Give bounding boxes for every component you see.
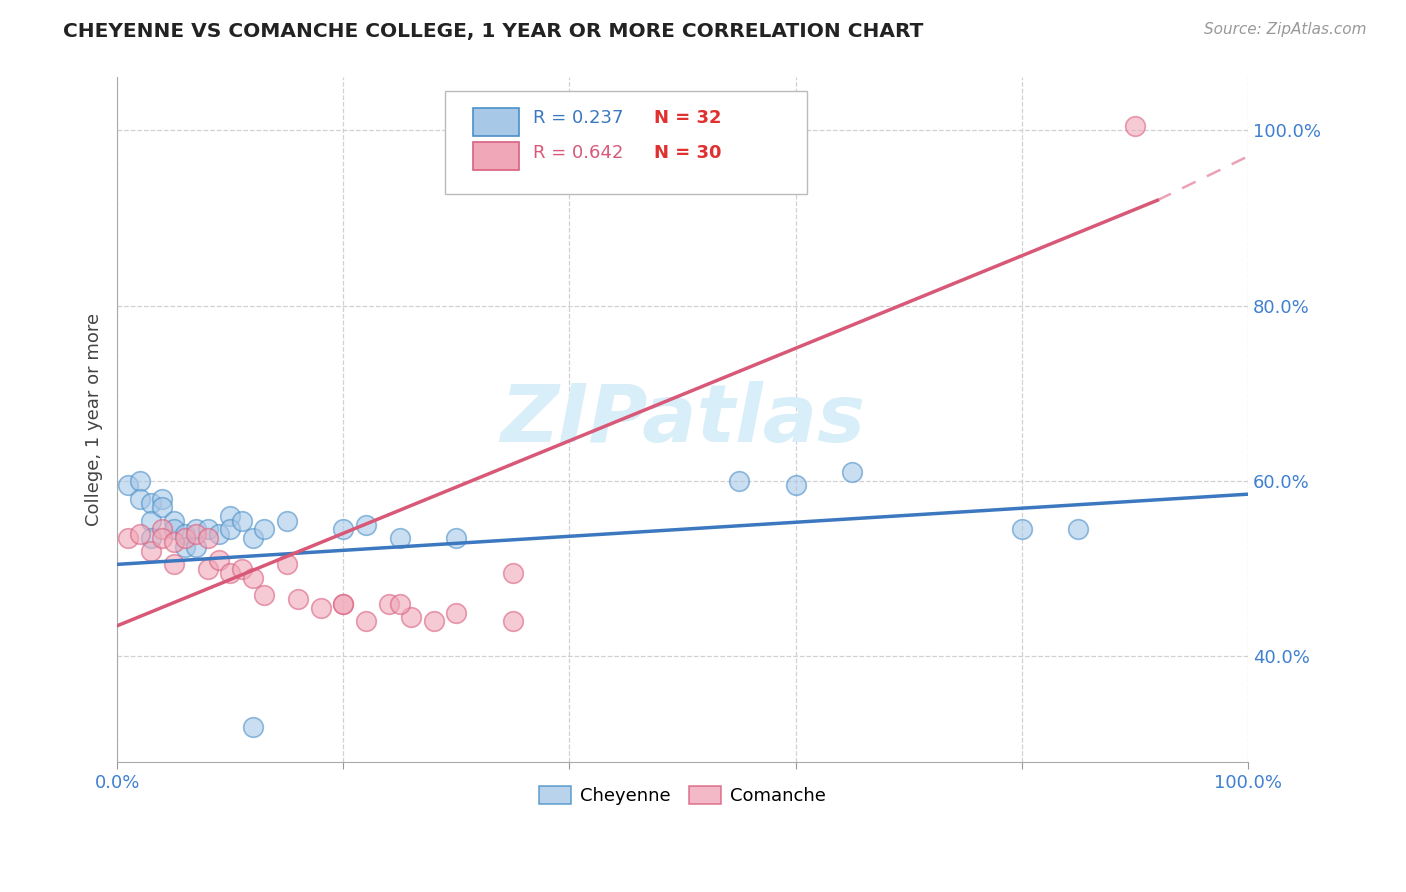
- Point: [152, 522, 174, 536]
- Point: [163, 522, 186, 536]
- Point: [174, 526, 197, 541]
- Point: [174, 540, 197, 554]
- Point: [152, 491, 174, 506]
- Point: [785, 478, 807, 492]
- Point: [128, 526, 150, 541]
- Text: CHEYENNE VS COMANCHE COLLEGE, 1 YEAR OR MORE CORRELATION CHART: CHEYENNE VS COMANCHE COLLEGE, 1 YEAR OR …: [63, 22, 924, 41]
- Point: [208, 526, 231, 541]
- Point: [163, 514, 186, 528]
- Point: [197, 562, 219, 576]
- Point: [728, 474, 751, 488]
- Point: [197, 522, 219, 536]
- Point: [219, 509, 242, 524]
- Point: [253, 588, 276, 602]
- Point: [139, 496, 162, 510]
- Point: [242, 531, 264, 545]
- Point: [139, 514, 162, 528]
- Point: [332, 597, 354, 611]
- Point: [1067, 522, 1090, 536]
- Point: [287, 592, 309, 607]
- Point: [276, 558, 298, 572]
- Point: [117, 478, 139, 492]
- Point: [446, 531, 468, 545]
- Point: [399, 610, 422, 624]
- Point: [117, 531, 139, 545]
- Text: R = 0.237: R = 0.237: [533, 110, 624, 128]
- Point: [1123, 119, 1146, 133]
- Point: [388, 531, 411, 545]
- Point: [208, 553, 231, 567]
- Point: [197, 531, 219, 545]
- Point: [841, 465, 863, 479]
- Point: [354, 517, 377, 532]
- Point: [423, 615, 446, 629]
- Point: [163, 558, 186, 572]
- Point: [242, 720, 264, 734]
- Point: [139, 531, 162, 545]
- FancyBboxPatch shape: [446, 91, 807, 194]
- Point: [152, 531, 174, 545]
- FancyBboxPatch shape: [474, 143, 519, 169]
- Text: R = 0.642: R = 0.642: [533, 144, 624, 161]
- Point: [186, 522, 208, 536]
- Point: [1011, 522, 1033, 536]
- Point: [354, 615, 377, 629]
- Point: [219, 522, 242, 536]
- Point: [128, 474, 150, 488]
- FancyBboxPatch shape: [474, 108, 519, 136]
- Text: N = 30: N = 30: [654, 144, 721, 161]
- Point: [128, 491, 150, 506]
- Point: [139, 544, 162, 558]
- Y-axis label: College, 1 year or more: College, 1 year or more: [86, 313, 103, 526]
- Point: [152, 500, 174, 515]
- Point: [446, 606, 468, 620]
- Point: [502, 615, 524, 629]
- Point: [309, 601, 332, 615]
- Point: [502, 566, 524, 581]
- Point: [388, 597, 411, 611]
- Point: [174, 531, 197, 545]
- Text: Source: ZipAtlas.com: Source: ZipAtlas.com: [1204, 22, 1367, 37]
- Point: [242, 570, 264, 584]
- Point: [231, 562, 253, 576]
- Point: [186, 540, 208, 554]
- Point: [332, 597, 354, 611]
- Point: [219, 566, 242, 581]
- Point: [163, 535, 186, 549]
- Point: [231, 514, 253, 528]
- Point: [186, 526, 208, 541]
- Text: ZIPatlas: ZIPatlas: [501, 381, 865, 458]
- Point: [276, 514, 298, 528]
- Point: [332, 522, 354, 536]
- Legend: Cheyenne, Comanche: Cheyenne, Comanche: [530, 777, 835, 814]
- Point: [253, 522, 276, 536]
- Text: N = 32: N = 32: [654, 110, 721, 128]
- Point: [377, 597, 399, 611]
